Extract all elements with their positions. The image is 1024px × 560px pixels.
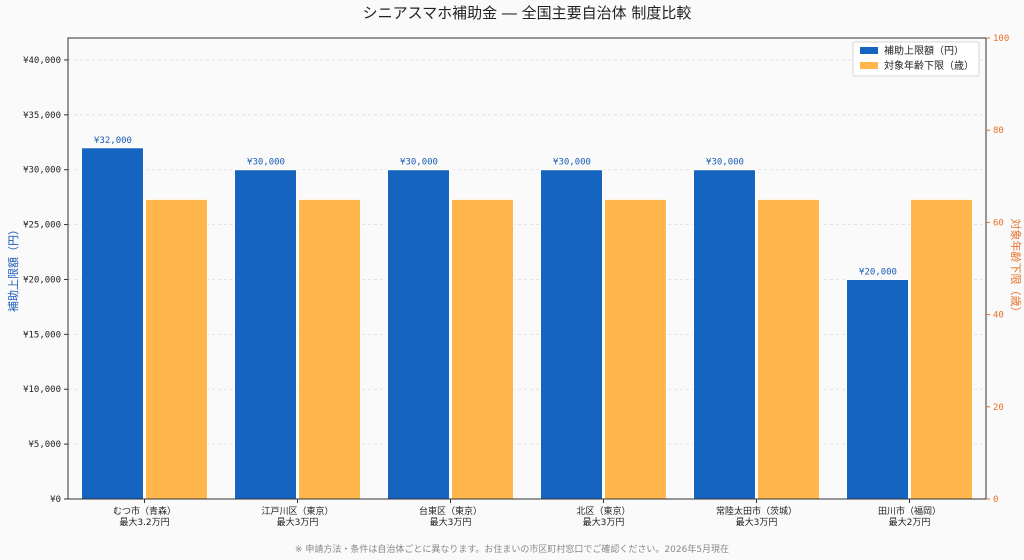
- y-tick-label: ¥35,000: [23, 111, 61, 121]
- bar-subsidy: [693, 169, 756, 500]
- bar-age: [757, 198, 820, 500]
- y2-tick-label: 0: [993, 495, 998, 505]
- data-label-subsidy: ¥30,000: [247, 158, 285, 168]
- x-tick-label: 北区（東京）最大3万円: [576, 505, 630, 528]
- x-axis-categories: むつ市（青森）最大3.2万円 江戸川区（東京）最大3万円 台東区（東京）最大3万円 北…: [113, 499, 941, 528]
- x-tick-label: 常陸太田市（茨城）最大3万円: [716, 505, 797, 528]
- y-tick-label: ¥25,000: [23, 221, 61, 231]
- y2-tick-label: 80: [993, 126, 1004, 136]
- bar-subsidy: [540, 169, 603, 500]
- y-axis-left-label: 補助上限額（円）: [6, 224, 20, 312]
- data-labels: ¥32,000 ¥30,000 ¥30,000 ¥30,000 ¥30,000 ¥20,0…: [94, 136, 897, 278]
- footnote: ※ 申請方法・条件は自治体ごとに異なります。お住まいの市区町村窓口でご確認くださ…: [295, 543, 729, 555]
- chart-title: シニアスマホ補助金 ― 全国主要自治体 制度比較: [363, 4, 692, 22]
- y2-tick-label: 60: [993, 218, 1004, 228]
- y-tick-label: ¥20,000: [23, 275, 61, 285]
- y-axis-right-label: 対象年齢下限（歳）: [1009, 219, 1023, 318]
- bar-subsidy: [387, 169, 450, 500]
- x-tick-label: 田川市（福岡）最大2万円: [878, 505, 941, 528]
- gridlines: [68, 59, 986, 445]
- data-label-subsidy: ¥20,000: [859, 267, 897, 277]
- bar-subsidy: [81, 147, 144, 500]
- y-tick-label: ¥30,000: [23, 166, 61, 176]
- bar-age: [604, 198, 667, 500]
- x-tick-label: 台東区（東京）最大3万円: [419, 505, 482, 528]
- y-tick-label: ¥40,000: [23, 56, 61, 66]
- data-label-subsidy: ¥30,000: [553, 158, 591, 168]
- y-tick-label: ¥5,000: [28, 440, 61, 450]
- bar-subsidy: [234, 169, 297, 500]
- data-label-subsidy: ¥30,000: [706, 158, 744, 168]
- legend-swatch-subsidy: [860, 47, 878, 54]
- bar-age: [451, 198, 514, 500]
- legend-swatch-age: [860, 62, 878, 69]
- y-axis-left-ticks: ¥0 ¥5,000 ¥10,000 ¥15,000 ¥20,000 ¥25,000 ¥30,…: [23, 56, 68, 505]
- y2-tick-label: 100: [993, 34, 1009, 44]
- y-tick-label: ¥10,000: [23, 385, 61, 395]
- legend-box: [852, 41, 980, 77]
- bar-age: [910, 198, 973, 500]
- x-tick-label: 江戸川区（東京）最大3万円: [261, 505, 333, 528]
- bar-age: [298, 198, 361, 500]
- legend-label-age: 対象年齢下限（歳）: [884, 59, 974, 72]
- x-tick-label: むつ市（青森）最大3.2万円: [113, 505, 176, 528]
- y-tick-label: ¥15,000: [23, 330, 61, 340]
- legend-label-subsidy: 補助上限額（円）: [884, 44, 964, 57]
- y-axis-right-ticks: 0 20 40 60 80 100: [986, 34, 1009, 505]
- data-label-subsidy: ¥30,000: [400, 158, 438, 168]
- data-label-subsidy: ¥32,000: [94, 136, 132, 146]
- plot-frame: [67, 37, 987, 500]
- y2-tick-label: 20: [993, 403, 1004, 413]
- y-tick-label: ¥0: [50, 495, 61, 505]
- bar-subsidy: [846, 278, 909, 500]
- bars: [81, 147, 973, 500]
- y2-tick-label: 40: [993, 311, 1004, 321]
- bar-age: [145, 198, 208, 500]
- legend: 補助上限額（円） 対象年齢下限（歳）: [852, 41, 980, 77]
